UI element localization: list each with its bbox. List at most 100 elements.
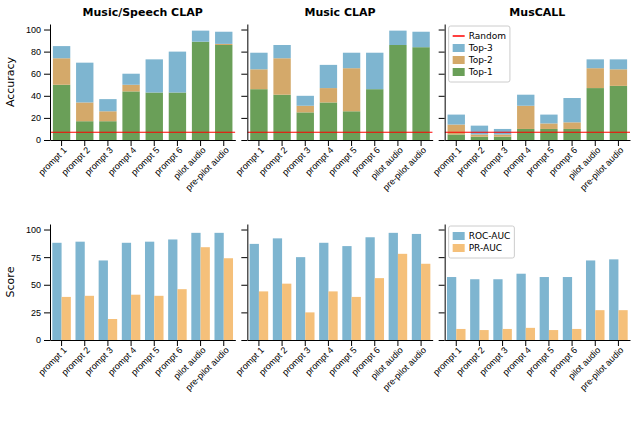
y-tick-mark (241, 230, 247, 231)
y-axis-line (445, 225, 446, 341)
y-tick-label: 100 (26, 25, 41, 35)
bar-segment (471, 126, 488, 135)
bar (526, 328, 535, 340)
y-tick-mark (439, 118, 445, 119)
bar-segment (587, 68, 604, 88)
y-tick-mark (44, 118, 50, 119)
bar-segment (494, 137, 511, 140)
x-tick-label: pre-pilot audio (381, 345, 428, 392)
plot-area (445, 59, 630, 140)
y-tick-mark (44, 30, 50, 31)
bar-segment (192, 31, 209, 42)
bar-segment (343, 111, 360, 140)
bar-segment (53, 46, 70, 58)
bar (131, 295, 140, 340)
y-tick-mark (439, 52, 445, 53)
plot-area (250, 233, 431, 340)
reference-line (247, 132, 432, 133)
bar (503, 329, 512, 340)
bar (108, 319, 117, 340)
y-tick-mark (439, 140, 445, 141)
bar-segment (273, 95, 290, 140)
reference-line (445, 132, 630, 133)
bar-segment (250, 69, 267, 89)
panel: prompt 1prompt 2prompt 3prompt 4prompt 5… (4, 6, 236, 193)
bar-segment (215, 44, 232, 45)
bar (618, 310, 627, 340)
bar (549, 330, 558, 340)
bar-segment (517, 95, 534, 106)
bar (52, 243, 61, 340)
y-tick-mark (439, 312, 445, 313)
bar (319, 243, 328, 340)
bar-segment (146, 59, 163, 92)
x-tick: pre-pilot audio (381, 140, 428, 193)
y-tick-label: 100 (26, 225, 41, 235)
bar-segment (273, 58, 290, 94)
y-tick-mark (241, 118, 247, 119)
bar-segment (320, 88, 337, 102)
bar-segment (99, 111, 116, 121)
y-tick-mark (439, 74, 445, 75)
bar (259, 291, 268, 340)
bar-segment (448, 115, 465, 125)
chart-title: MusCALL (509, 6, 565, 19)
y-axis (439, 225, 446, 341)
bar-segment (610, 59, 627, 69)
y-tick-label: 20 (31, 113, 41, 123)
bar (214, 233, 223, 340)
bar (191, 233, 200, 340)
bar (563, 277, 572, 340)
y-tick: 50 (31, 280, 50, 290)
y-tick (241, 52, 247, 53)
y-axis (241, 225, 248, 341)
y-tick-mark (241, 74, 247, 75)
bar-segment (471, 137, 488, 140)
bar (421, 264, 430, 340)
y-tick-label: 40 (31, 91, 41, 101)
bar (595, 310, 604, 340)
legend-swatch (453, 244, 465, 252)
bar-segment (169, 92, 186, 140)
panel: prompt 1prompt 2prompt 3prompt 4prompt 5… (234, 6, 433, 193)
y-axis-line (247, 225, 248, 341)
bar-segment (215, 45, 232, 140)
bar (516, 274, 525, 340)
bar-segment (99, 121, 116, 140)
legend-swatch (453, 44, 465, 52)
y-tick (439, 96, 445, 97)
legend-item: Top-3 (453, 43, 493, 53)
plot-area (247, 31, 432, 140)
y-tick-mark (241, 96, 247, 97)
bar-segment (448, 134, 465, 140)
bar-segment (610, 69, 627, 86)
legend-item: Top-1 (453, 67, 493, 77)
y-tick-mark (241, 312, 247, 313)
bar (586, 260, 595, 340)
y-tick-mark (439, 230, 445, 231)
bar-segment (169, 52, 186, 93)
bar (296, 257, 305, 340)
bar-segment (215, 32, 232, 44)
bar-segment (320, 65, 337, 88)
bar-segment (76, 102, 93, 121)
bar (99, 260, 108, 340)
legend-label: Top-2 (468, 55, 493, 65)
y-tick (439, 312, 445, 313)
y-tick (439, 118, 445, 119)
y-tick-mark (44, 257, 50, 258)
legend-swatch (453, 68, 465, 76)
bar-segment (563, 98, 580, 122)
bar-segment (320, 102, 337, 140)
legend: RandomTop-3Top-2Top-1 (449, 26, 510, 82)
bar-segment (412, 47, 429, 140)
x-tick-label: pre-pilot audio (578, 345, 625, 392)
y-tick: 20 (31, 113, 50, 123)
bar-segment (471, 134, 488, 136)
bar-segment (366, 53, 383, 89)
x-tick: pre-pilot audio (578, 140, 625, 193)
x-tick-label: pre-pilot audio (381, 145, 428, 192)
y-axis-line (445, 25, 446, 141)
y-axis-line (50, 225, 51, 341)
bar-segment (343, 53, 360, 68)
